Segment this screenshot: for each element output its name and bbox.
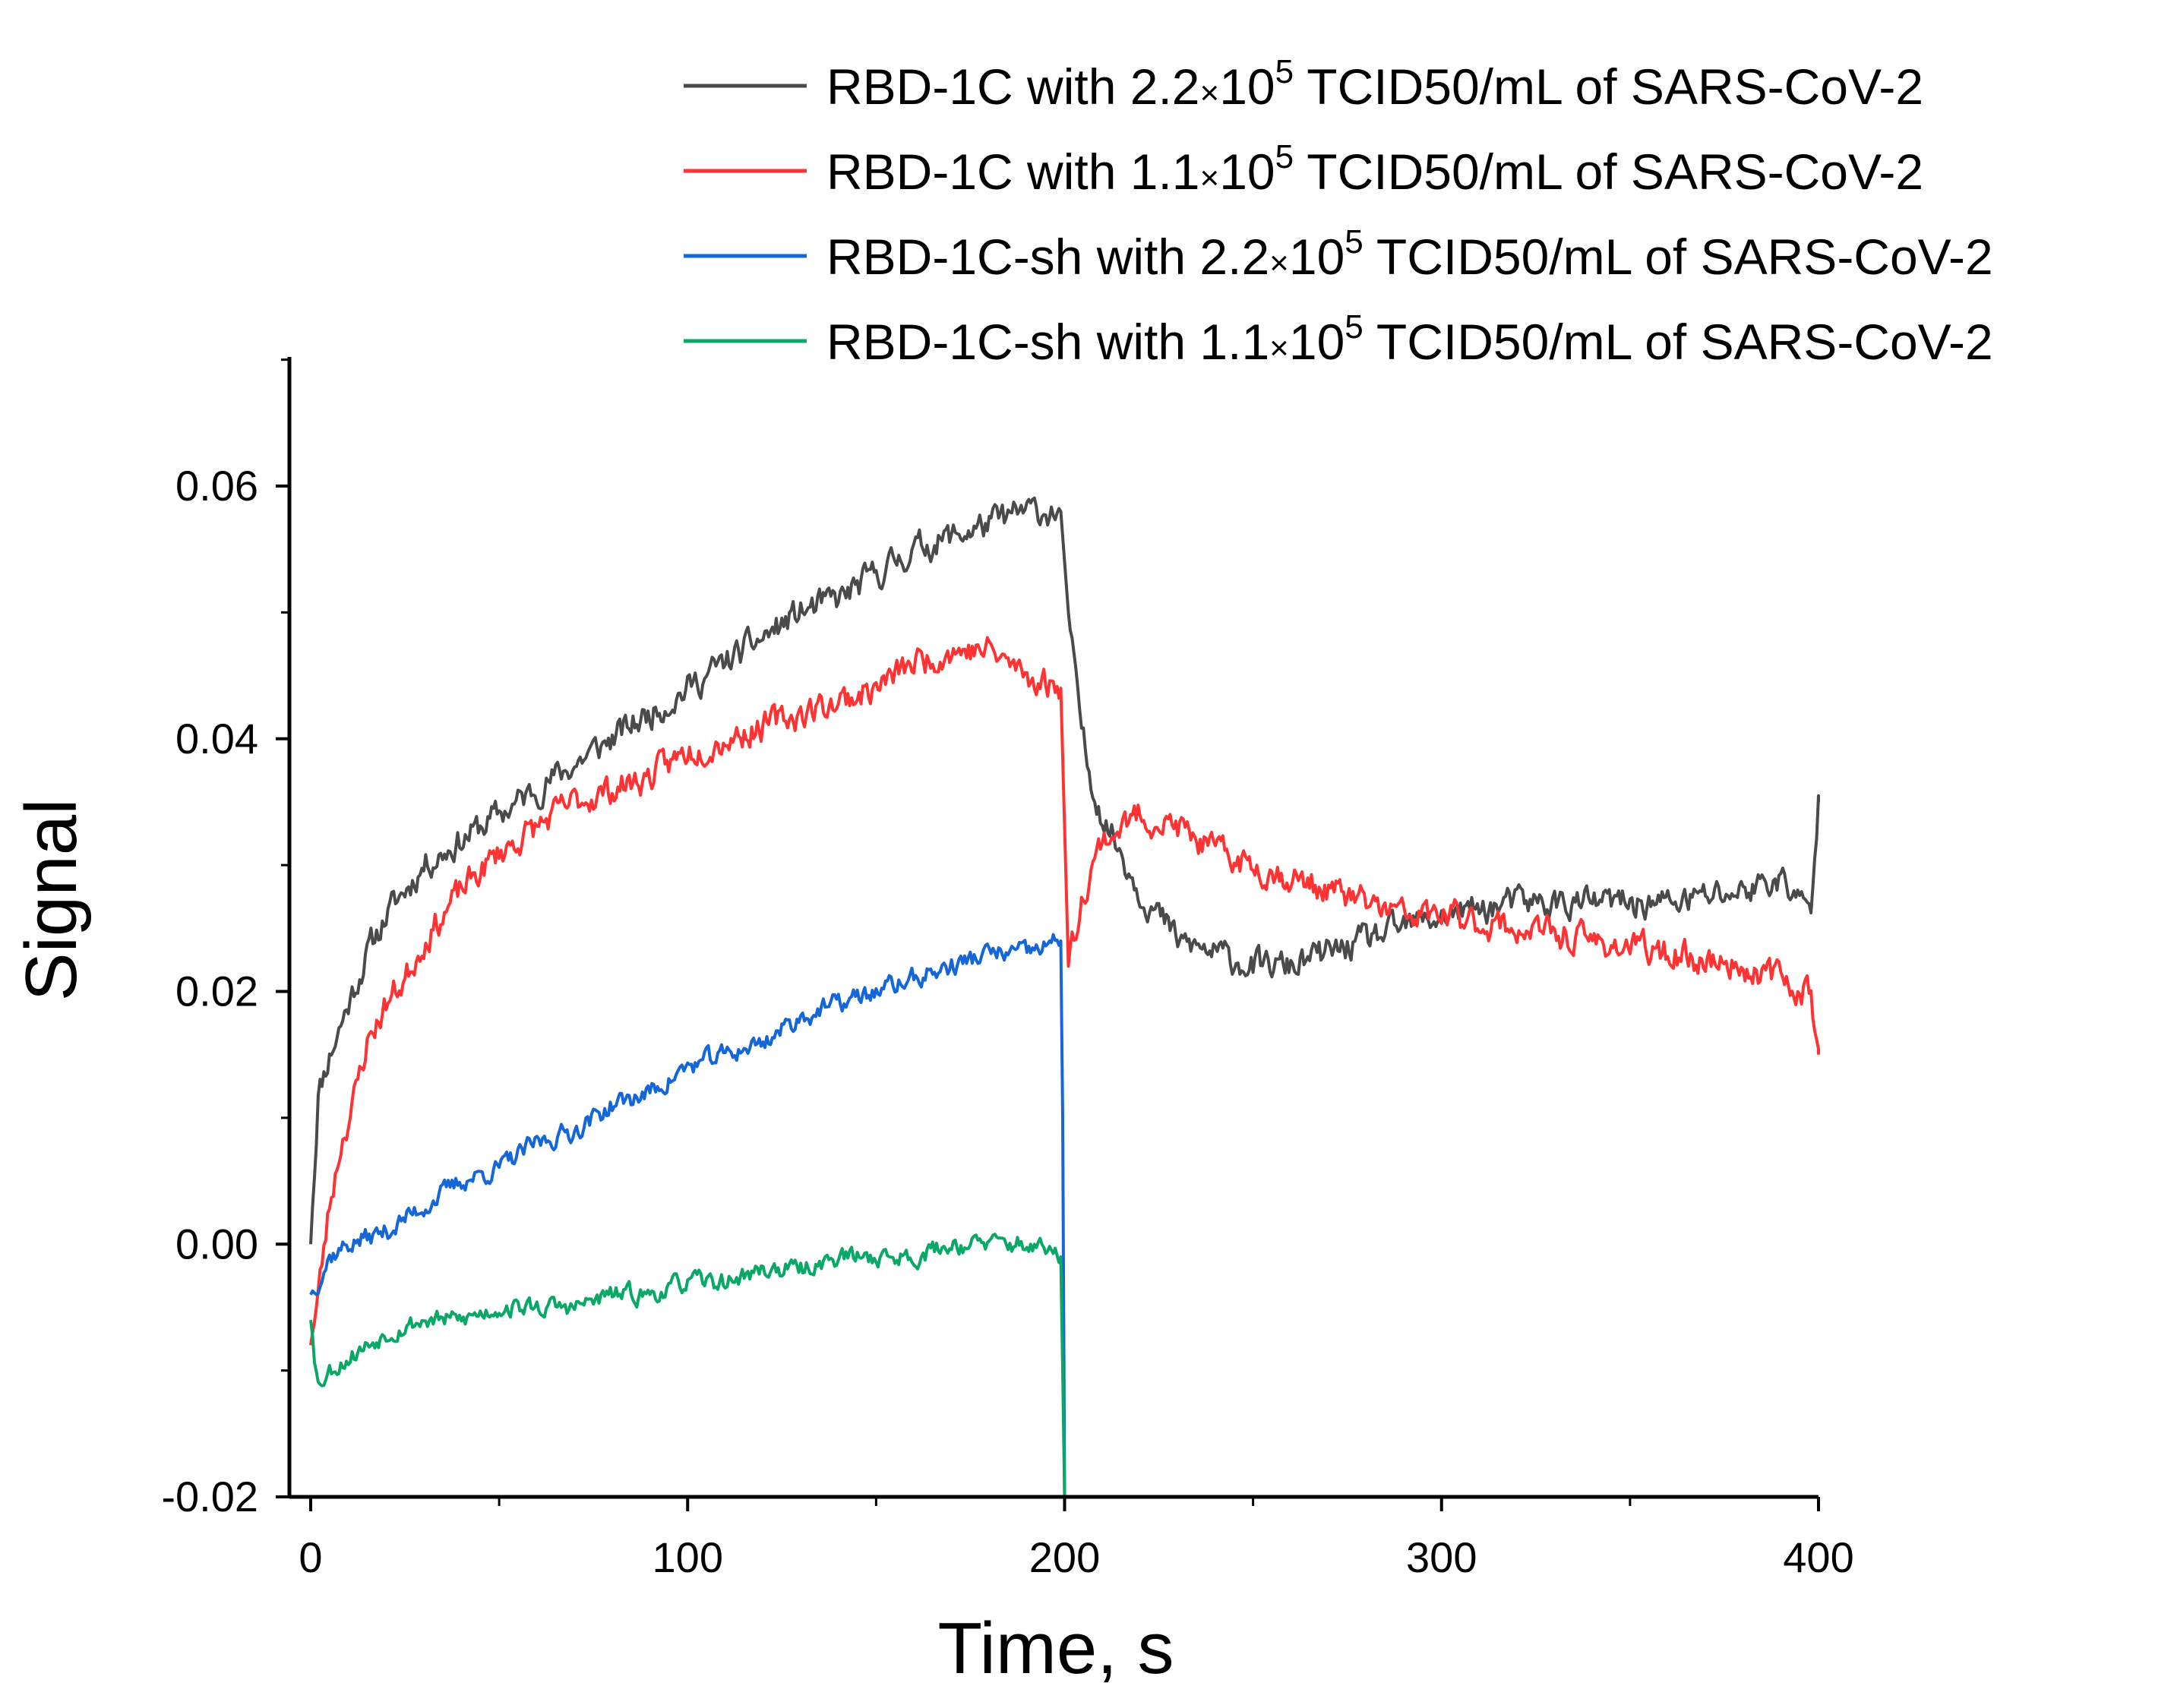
legend-times: ×: [1200, 159, 1220, 197]
legend-times: ×: [1200, 74, 1220, 112]
y-tick-label: 0.00: [175, 1220, 258, 1268]
legend-times: ×: [1269, 245, 1289, 282]
y-tick-label: 0.06: [175, 462, 258, 510]
legend-suffix: TCID50/mL of SARS-CoV-2: [1294, 144, 1923, 200]
legend-label-2: RBD-1C with 1.1×105 TCID50/mL of SARS-Co…: [826, 138, 1923, 200]
x-tick-label: 200: [1029, 1533, 1100, 1581]
legend-suffix: TCID50/mL of SARS-CoV-2: [1363, 229, 1993, 285]
legend-suffix: TCID50/mL of SARS-CoV-2: [1363, 314, 1993, 370]
legend-base: 10: [1289, 314, 1345, 370]
legend-base: 10: [1289, 229, 1345, 285]
legend-prefix: RBD-1C with 1.1: [826, 144, 1200, 200]
x-tick-label: 400: [1783, 1533, 1853, 1581]
legend-exponent: 5: [1345, 223, 1363, 260]
legend-times: ×: [1269, 330, 1289, 367]
legend-suffix: TCID50/mL of SARS-CoV-2: [1294, 58, 1923, 115]
legend-prefix: RBD-1C with 2.2: [826, 58, 1200, 115]
y-tick-label: -0.02: [161, 1473, 258, 1520]
legend-exponent: 5: [1275, 53, 1294, 90]
y-tick-label: 0.02: [175, 968, 258, 1015]
series-line-1: [309, 496, 1820, 1245]
x-tick-label: 0: [299, 1533, 322, 1581]
series-line-4: [309, 1233, 1066, 1498]
legend: RBD-1C with 2.2×105 TCID50/mL of SARS-Co…: [684, 53, 1993, 370]
legend-exponent: 5: [1275, 138, 1294, 175]
legend-exponent: 5: [1345, 308, 1363, 346]
legend-label-3: RBD-1C-sh with 2.2×105 TCID50/mL of SARS…: [826, 223, 1993, 285]
x-ticks: 0 100 200 300 400: [299, 1497, 1854, 1581]
x-axis-title: Time, s: [937, 1608, 1174, 1689]
series-layer: [309, 496, 1820, 1498]
x-tick-label: 300: [1406, 1533, 1477, 1581]
legend-base: 10: [1219, 58, 1275, 115]
y-ticks: -0.02 0.00 0.02 0.04 0.06: [161, 358, 289, 1520]
legend-label-4: RBD-1C-sh with 1.1×105 TCID50/mL of SARS…: [826, 308, 1993, 370]
x-tick-label: 100: [653, 1533, 723, 1581]
y-tick-label: 0.04: [175, 715, 258, 762]
legend-prefix: RBD-1C-sh with 1.1: [826, 314, 1269, 370]
series-line-3: [309, 933, 1066, 1498]
series-line-2: [309, 636, 1820, 1346]
y-axis-title: Signal: [11, 799, 92, 1002]
legend-prefix: RBD-1C-sh with 2.2: [826, 229, 1269, 285]
legend-base: 10: [1219, 144, 1275, 200]
legend-label-1: RBD-1C with 2.2×105 TCID50/mL of SARS-Co…: [826, 53, 1923, 115]
